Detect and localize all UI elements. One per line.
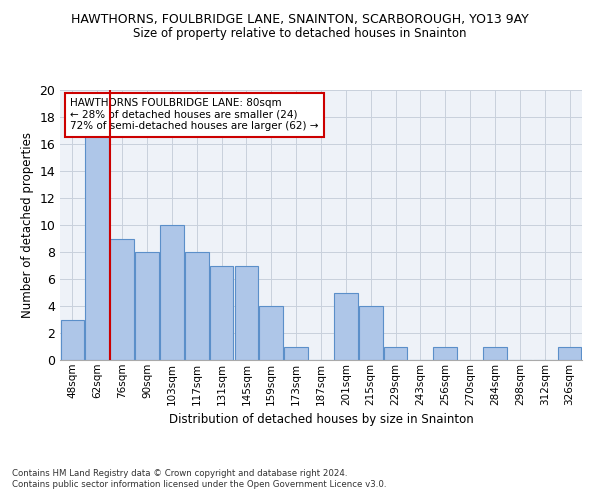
Bar (210, 266, 233, 360)
Bar (558, 346, 581, 360)
Bar (284, 346, 308, 360)
Bar (259, 306, 283, 360)
Bar (85, 130, 109, 360)
Text: HAWTHORNS, FOULBRIDGE LANE, SNAINTON, SCARBOROUGH, YO13 9AY: HAWTHORNS, FOULBRIDGE LANE, SNAINTON, SC… (71, 12, 529, 26)
Bar (359, 306, 383, 360)
Bar (235, 266, 258, 360)
Bar (61, 320, 84, 360)
Bar (384, 346, 407, 360)
Bar (110, 238, 134, 360)
Bar (160, 225, 184, 360)
Bar (135, 252, 159, 360)
Bar (185, 252, 209, 360)
Text: Contains public sector information licensed under the Open Government Licence v3: Contains public sector information licen… (12, 480, 386, 489)
Text: HAWTHORNS FOULBRIDGE LANE: 80sqm
← 28% of detached houses are smaller (24)
72% o: HAWTHORNS FOULBRIDGE LANE: 80sqm ← 28% o… (70, 98, 319, 132)
Y-axis label: Number of detached properties: Number of detached properties (21, 132, 34, 318)
Text: Contains HM Land Registry data © Crown copyright and database right 2024.: Contains HM Land Registry data © Crown c… (12, 468, 347, 477)
Bar (483, 346, 507, 360)
Text: Size of property relative to detached houses in Snainton: Size of property relative to detached ho… (133, 28, 467, 40)
Bar (433, 346, 457, 360)
X-axis label: Distribution of detached houses by size in Snainton: Distribution of detached houses by size … (169, 413, 473, 426)
Bar (334, 292, 358, 360)
